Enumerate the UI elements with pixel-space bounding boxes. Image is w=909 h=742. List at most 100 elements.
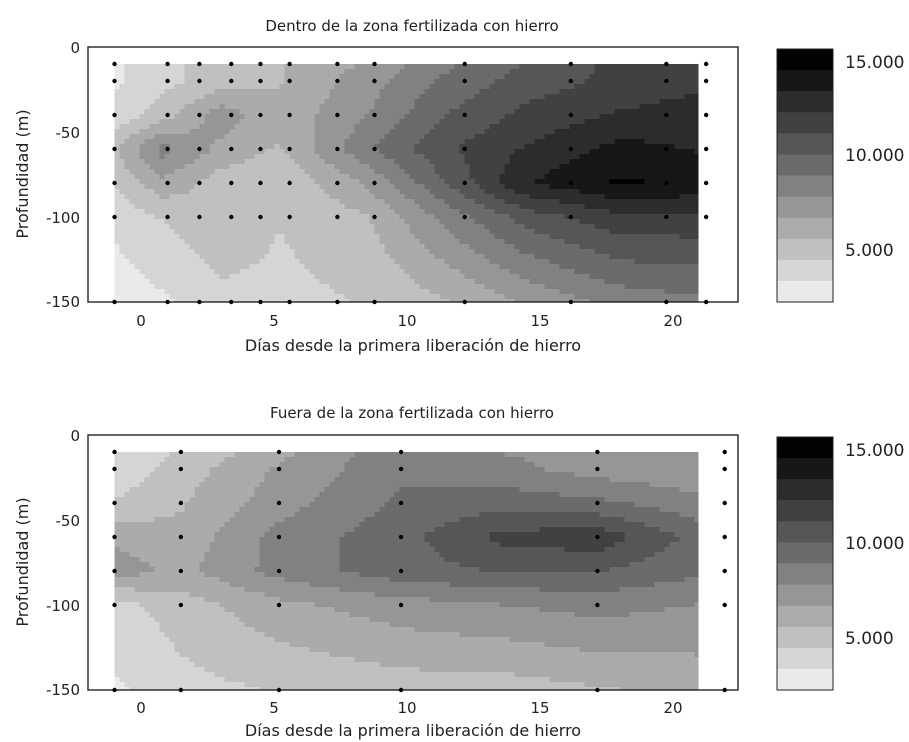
heatmap-cell [624, 184, 631, 190]
heatmap-cell [324, 194, 331, 200]
heatmap-cell [489, 204, 496, 210]
heatmap-cell [299, 229, 306, 235]
heatmap-cell [419, 139, 426, 145]
heatmap-cell [274, 249, 281, 255]
heatmap-cell [319, 249, 326, 255]
heatmap-cell [514, 79, 521, 85]
heatmap-cell [634, 89, 641, 95]
heatmap-cell [239, 144, 246, 150]
heatmap-cell [649, 74, 656, 80]
heatmap-cell [164, 119, 171, 125]
heatmap-cell [314, 109, 321, 115]
heatmap-cell [529, 264, 536, 270]
heatmap-cell [299, 194, 306, 200]
heatmap-cell [349, 234, 356, 240]
heatmap-cell [474, 164, 481, 170]
heatmap-cell [259, 164, 266, 170]
heatmap-cell [534, 119, 541, 125]
heatmap-cell [664, 249, 671, 255]
heatmap-cell [694, 104, 699, 110]
heatmap-cell [204, 99, 211, 105]
heatmap-cell [604, 174, 611, 180]
heatmap-cell [224, 84, 231, 90]
heatmap-cell [579, 254, 586, 260]
heatmap-cell [459, 219, 466, 225]
heatmap-cell [374, 214, 381, 220]
heatmap-cell [484, 74, 491, 80]
heatmap-cell [534, 174, 541, 180]
heatmap-cell [394, 69, 401, 75]
heatmap-cell [419, 169, 426, 175]
heatmap-cell [124, 84, 131, 90]
heatmap-cell [579, 239, 586, 245]
heatmap-cell [394, 274, 401, 280]
heatmap-cell [624, 164, 631, 170]
heatmap-cell [189, 244, 196, 250]
heatmap-cell [294, 179, 301, 185]
heatmap-cell [349, 219, 356, 225]
heatmap-cell [134, 74, 141, 80]
heatmap-cell [434, 149, 441, 155]
heatmap-cell [254, 199, 261, 205]
heatmap-cell [484, 164, 491, 170]
heatmap-cell [119, 164, 126, 170]
heatmap-cell [424, 84, 431, 90]
heatmap-cell [654, 94, 661, 100]
heatmap-cell [564, 224, 571, 230]
heatmap-cell [219, 139, 226, 145]
heatmap-cell [434, 174, 441, 180]
heatmap-cell [559, 244, 566, 250]
heatmap-cell [144, 74, 151, 80]
heatmap-cell [184, 139, 191, 145]
heatmap-cell [464, 64, 471, 70]
heatmap-cell [384, 204, 391, 210]
heatmap-cell [154, 109, 161, 115]
heatmap-cell [259, 144, 266, 150]
heatmap-cell [229, 229, 236, 235]
heatmap-cell [419, 209, 426, 215]
heatmap-cell [204, 74, 211, 80]
heatmap-cell [614, 194, 621, 200]
heatmap-cell [439, 274, 446, 280]
heatmap-cell [344, 234, 351, 240]
heatmap-cell [329, 134, 336, 140]
heatmap-cell [294, 199, 301, 205]
heatmap-cell [149, 204, 156, 210]
heatmap-cell [439, 239, 446, 245]
heatmap-cell [684, 264, 691, 270]
heatmap-cell [289, 219, 296, 225]
heatmap-cell [539, 144, 546, 150]
heatmap-cell [559, 154, 566, 160]
heatmap-cell [494, 224, 501, 230]
heatmap-cell [639, 249, 646, 255]
heatmap-cell [329, 229, 336, 235]
heatmap-cell [449, 104, 456, 110]
heatmap-cell [114, 69, 121, 75]
heatmap-cell [484, 129, 491, 135]
heatmap-cell [279, 69, 286, 75]
heatmap-cell [329, 244, 336, 250]
heatmap-cell [119, 124, 126, 130]
heatmap-cell [334, 184, 341, 190]
heatmap-cell [519, 219, 526, 225]
heatmap-cell [134, 119, 141, 125]
heatmap-cell [344, 124, 351, 130]
heatmap-cell [264, 139, 271, 145]
heatmap-cell [334, 134, 341, 140]
heatmap-cell [364, 254, 371, 260]
heatmap-cell [349, 194, 356, 200]
heatmap-cell [394, 239, 401, 245]
heatmap-cell [569, 84, 576, 90]
heatmap-cell [324, 274, 331, 280]
heatmap-cell [184, 144, 191, 150]
heatmap-cell [479, 164, 486, 170]
heatmap-cell [174, 214, 181, 220]
heatmap-cell [374, 204, 381, 210]
heatmap-cell [289, 184, 296, 190]
heatmap-cell [359, 184, 366, 190]
heatmap-cell [209, 169, 216, 175]
heatmap-cell [509, 219, 516, 225]
heatmap-cell [249, 114, 256, 120]
heatmap-cell [134, 149, 141, 155]
heatmap-cell [114, 264, 121, 270]
